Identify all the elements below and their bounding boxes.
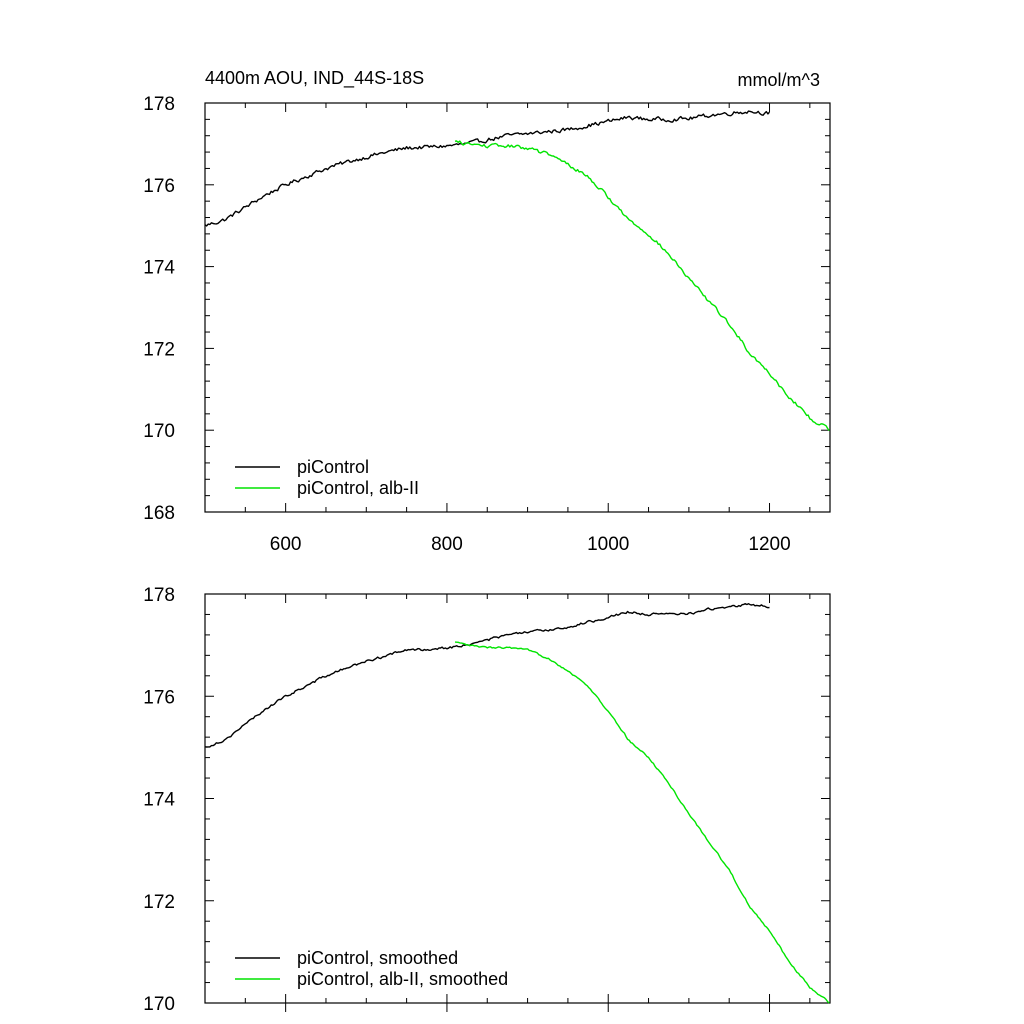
series-line-picontrol [204,110,771,227]
x-tick-label: 600 [270,534,302,555]
figure-title: 4400m AOU, IND_44S-18S [205,68,424,89]
plot-frame [204,102,831,513]
series-line-picontrol-alb-ii-smoothed [454,641,830,1004]
y-tick-label: 174 [143,258,175,279]
y-tick-label: 176 [143,176,175,197]
x-tick-label: 1200 [748,534,790,555]
x-tick-label: 1000 [587,534,629,555]
x-tick-label: 800 [431,534,463,555]
series-line-picontrol-smoothed [204,603,770,748]
y-tick-label: 172 [143,892,175,913]
legend-label: piControl, alb-II, smoothed [297,969,508,989]
y-tick-label: 176 [143,687,175,708]
y-tick-label: 178 [143,94,175,115]
plot-frame [204,593,831,1004]
legend-label: piControl, alb-II [297,478,419,498]
bottom-panel: 170 172 174 176 178 piControl, smoothedpiCont… [143,585,831,1015]
y-tick-label: 170 [143,421,175,442]
series-line-picontrol-alb-ii [454,140,830,432]
y-tick-label: 168 [143,503,175,524]
y-tick-label: 178 [143,585,175,606]
y-tick-label: 170 [143,994,175,1015]
y-tick-label: 174 [143,790,175,811]
top-panel: 168 170 172 174 176 178 600 800 1000 1200 piContro… [143,94,831,555]
y-tick-label: 172 [143,339,175,360]
legend-label: piControl [297,457,369,477]
units-label: mmol/m^3 [738,70,820,90]
legend-label: piControl, smoothed [297,948,458,968]
